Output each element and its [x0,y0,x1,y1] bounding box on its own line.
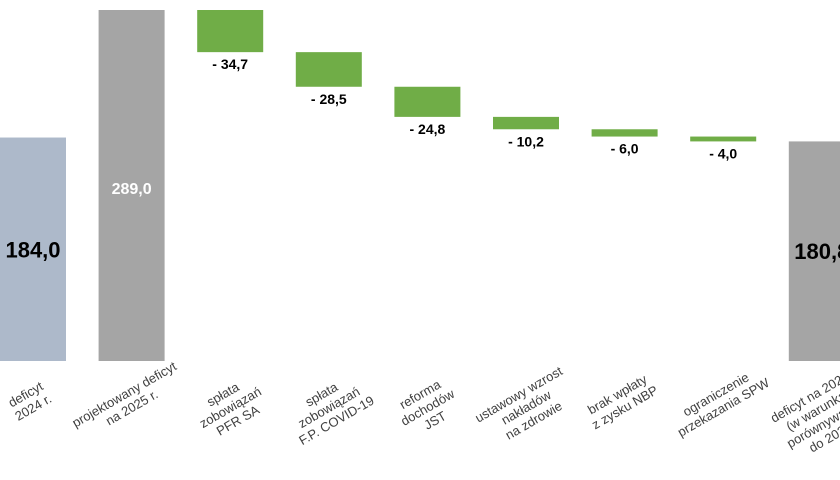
category-label-4: reformadochodówJST [391,373,465,442]
category-label-7: ograniczenieprzekazania SPW [667,362,772,440]
value-label-8: 180,8 [794,239,840,264]
bar-1 [98,10,165,361]
value-label-0: 184,0 [5,237,60,262]
bar-0 [0,137,66,361]
value-labels-layer: 184,0 289,0 - 34,7 - 28,5 - 24,8 - 10,2 - 6,0 -… [5,56,840,264]
value-label-7: - 4,0 [709,145,737,161]
category-label-2: spłatazobowiązańPFR SA [189,371,271,444]
bar-8 [788,141,840,361]
bar-7 [690,136,757,142]
bar-2 [197,10,264,53]
value-label-2: - 34,7 [212,56,248,72]
category-label-8: deficyt na 2025 r.(w warunkachporównywal… [768,363,840,464]
category-label-3: spłatazobowiązańF.P. COVID-19 [281,367,377,448]
value-label-3: - 28,5 [311,91,347,107]
value-label-6: - 6,0 [611,141,639,157]
bar-3 [295,52,362,87]
category-label-0: deficyt2024 r. [5,378,54,424]
category-label-1: projektowany deficytna 2025 r. [70,358,187,443]
category-labels-layer: deficyt2024 r. projektowany deficytna 202… [5,358,840,464]
bar-6 [591,129,658,137]
value-label-1: 289,0 [112,181,152,198]
value-label-5: - 10,2 [508,133,544,149]
bars-layer [0,10,840,361]
category-label-5: ustawowy wzrostnakładówna zdrowie [472,363,580,451]
bar-5 [493,116,559,130]
bar-4 [394,86,461,117]
value-label-4: - 24,8 [409,121,445,137]
category-label-6: brak wpłatyz zysku NBP [582,369,661,432]
